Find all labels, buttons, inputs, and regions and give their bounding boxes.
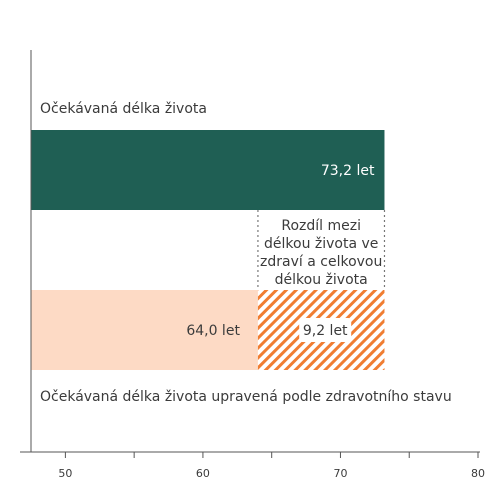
bar-health-adjusted-life-expectancy — [31, 290, 258, 370]
x-tick-label: 60 — [196, 467, 210, 480]
x-tick-label: 70 — [333, 467, 347, 480]
x-tick-label: 80 — [471, 467, 485, 480]
gap-annotation-line: délkou života ve — [264, 236, 378, 252]
bar-label-health-adjusted: Očekávaná délka života upravená podle zd… — [40, 389, 452, 405]
value-label-gap: 9,2 let — [303, 323, 348, 339]
gap-annotation: Rozdíl mezi délkou života ve zdraví a ce… — [260, 218, 382, 288]
gap-annotation-line: délkou života — [275, 272, 368, 288]
gap-value-badge — [299, 318, 352, 342]
value-label-life-expectancy: 73,2 let — [321, 163, 375, 179]
x-tick-label: 50 — [58, 467, 72, 480]
x-axis-ticks: 50 60 70 80 — [58, 452, 485, 480]
value-label-health-adjusted: 64,0 let — [186, 323, 240, 339]
gap-annotation-line: zdraví a celkovou — [260, 254, 382, 270]
bar-life-expectancy — [31, 130, 385, 210]
bar-label-life-expectancy: Očekávaná délka života — [40, 101, 207, 117]
gap-annotation-line: Rozdíl mezi — [281, 218, 361, 234]
